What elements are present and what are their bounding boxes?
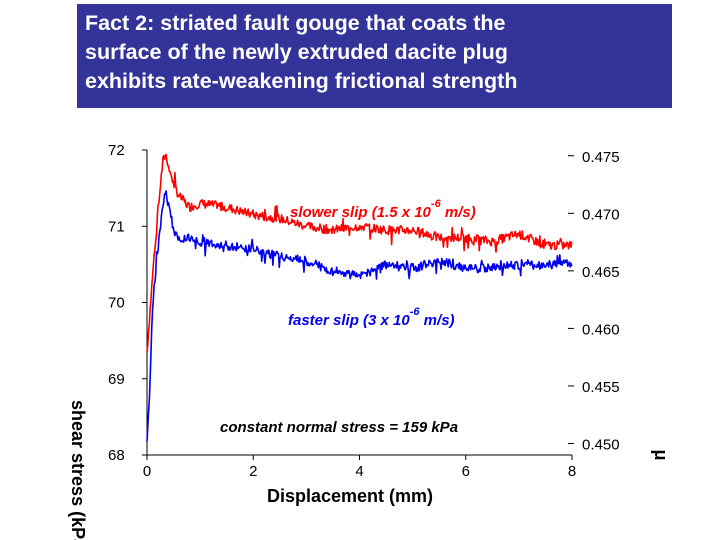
x-axis-label: Displacement (mm) xyxy=(267,486,433,506)
x-tick-label: 2 xyxy=(249,463,257,480)
x-tick-label: 0 xyxy=(143,463,151,480)
slide-title: Fact 2: striated fault gouge that coats … xyxy=(77,4,672,108)
y-left-axis-label: shear stress (kPa) xyxy=(68,400,88,540)
fast-slip-text: faster slip (3 x 10 xyxy=(288,312,410,329)
fast-slip-exponent: -6 xyxy=(410,306,421,318)
title-line-2: surface of the newly extruded dacite plu… xyxy=(85,40,508,64)
fast-slip-series-line xyxy=(146,190,573,442)
slow-slip-unit: m/s) xyxy=(441,204,476,221)
title-line-3: exhibits rate-weakening frictional stren… xyxy=(85,69,518,93)
x-tick-label: 6 xyxy=(462,463,470,480)
x-tick-label: 4 xyxy=(355,463,363,480)
y-left-tick-label: 71 xyxy=(108,218,125,235)
y-right-tick-label: 0.455 xyxy=(582,379,620,396)
left-tick-labels: 68 69 70 71 72 xyxy=(108,142,147,464)
bottom-tick-labels: 0 2 4 6 8 xyxy=(143,455,576,480)
y-right-tick-label: 0.475 xyxy=(582,149,620,166)
y-right-tick-label: 0.460 xyxy=(582,321,620,338)
y-right-tick-label: 0.470 xyxy=(582,206,620,223)
plot-frame xyxy=(146,150,572,456)
y-right-tick-label: 0.465 xyxy=(582,264,620,281)
slow-slip-series-line xyxy=(146,153,573,353)
y-left-tick-label: 72 xyxy=(108,142,125,159)
slow-slip-text: slower slip (1.5 x 10 xyxy=(290,204,432,221)
x-tick-label: 8 xyxy=(568,463,576,480)
slow-slip-exponent: -6 xyxy=(431,198,442,210)
fast-slip-unit: m/s) xyxy=(420,312,455,329)
y-left-tick-label: 69 xyxy=(108,371,125,388)
slow-slip-annotation: slower slip (1.5 x 10-6 m/s) xyxy=(290,198,476,221)
title-line-1: Fact 2: striated fault gouge that coats … xyxy=(85,11,506,35)
y-left-tick-label: 68 xyxy=(108,447,125,464)
right-tick-labels: 0.450 0.455 0.460 0.465 0.470 0.475 xyxy=(568,149,620,453)
fast-slip-annotation: faster slip (3 x 10-6 m/s) xyxy=(288,306,455,329)
y-right-tick-label: 0.450 xyxy=(582,436,620,453)
y-right-axis-label: μ xyxy=(651,449,671,460)
series-layer xyxy=(146,153,573,442)
y-left-tick-label: 70 xyxy=(108,295,125,312)
normal-stress-annotation: constant normal stress = 159 kPa xyxy=(220,419,458,436)
